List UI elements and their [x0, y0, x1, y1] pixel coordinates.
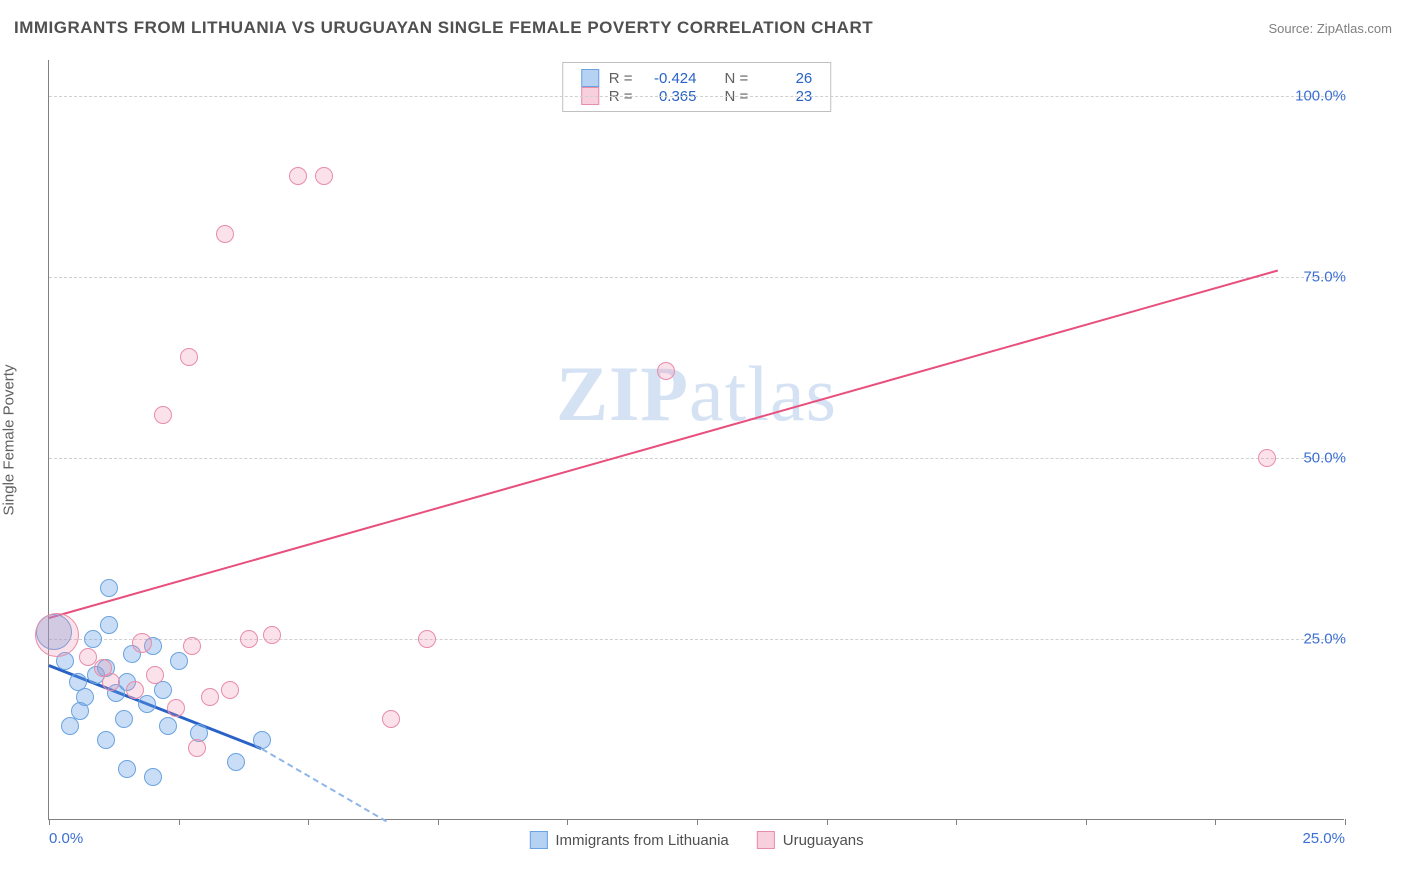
x-tick	[827, 819, 828, 825]
x-tick	[49, 819, 50, 825]
data-point	[132, 633, 152, 653]
legend-row: R = -0.424 N = 26	[581, 69, 813, 87]
gridline	[49, 277, 1344, 278]
data-point	[418, 630, 436, 648]
source-citation: Source: ZipAtlas.com	[1268, 21, 1392, 36]
data-point	[100, 579, 118, 597]
data-point	[188, 739, 206, 757]
data-point	[154, 406, 172, 424]
x-tick	[1086, 819, 1087, 825]
data-point	[159, 717, 177, 735]
x-tick	[567, 819, 568, 825]
trend-line	[261, 748, 386, 822]
data-point	[144, 768, 162, 786]
data-point	[382, 710, 400, 728]
gridline	[49, 458, 1344, 459]
data-point	[183, 637, 201, 655]
x-tick	[956, 819, 957, 825]
data-point	[227, 753, 245, 771]
swatch-icon	[757, 831, 775, 849]
data-point	[315, 167, 333, 185]
data-point	[35, 613, 79, 657]
x-tick	[697, 819, 698, 825]
x-tick	[1215, 819, 1216, 825]
chart-header: IMMIGRANTS FROM LITHUANIA VS URUGUAYAN S…	[14, 18, 1392, 38]
y-tick-label: 25.0%	[1303, 631, 1346, 648]
data-point	[118, 760, 136, 778]
data-point	[240, 630, 258, 648]
gridline	[49, 96, 1344, 97]
swatch-icon	[581, 69, 599, 87]
scatter-plot: Single Female Poverty ZIPatlas R = -0.42…	[48, 60, 1344, 820]
x-tick	[1345, 819, 1346, 825]
legend-item: Uruguayans	[757, 831, 864, 849]
x-tick-label: 25.0%	[1302, 830, 1345, 847]
data-point	[102, 673, 120, 691]
data-point	[138, 695, 156, 713]
data-point	[126, 681, 144, 699]
x-tick	[308, 819, 309, 825]
y-tick-label: 100.0%	[1295, 88, 1346, 105]
data-point	[115, 710, 133, 728]
legend-item: Immigrants from Lithuania	[529, 831, 728, 849]
data-point	[100, 616, 118, 634]
y-tick-label: 50.0%	[1303, 450, 1346, 467]
x-tick-label: 0.0%	[49, 830, 83, 847]
data-point	[216, 225, 234, 243]
x-tick	[438, 819, 439, 825]
data-point	[253, 731, 271, 749]
data-point	[167, 699, 185, 717]
watermark: ZIPatlas	[556, 349, 837, 439]
chart-title: IMMIGRANTS FROM LITHUANIA VS URUGUAYAN S…	[14, 18, 873, 38]
data-point	[180, 348, 198, 366]
trend-line	[49, 270, 1278, 619]
data-point	[61, 717, 79, 735]
data-point	[170, 652, 188, 670]
y-axis-label: Single Female Poverty	[1, 364, 18, 515]
swatch-icon	[529, 831, 547, 849]
chart-container: Single Female Poverty ZIPatlas R = -0.42…	[48, 60, 1388, 850]
data-point	[289, 167, 307, 185]
data-point	[97, 731, 115, 749]
x-tick	[179, 819, 180, 825]
legend-correlation: R = -0.424 N = 26 R = 0.365 N = 23	[562, 62, 832, 112]
y-tick-label: 75.0%	[1303, 269, 1346, 286]
data-point	[221, 681, 239, 699]
data-point	[201, 688, 219, 706]
data-point	[84, 630, 102, 648]
data-point	[263, 626, 281, 644]
legend-series: Immigrants from Lithuania Uruguayans	[529, 831, 863, 849]
data-point	[146, 666, 164, 684]
data-point	[1258, 449, 1276, 467]
data-point	[657, 362, 675, 380]
